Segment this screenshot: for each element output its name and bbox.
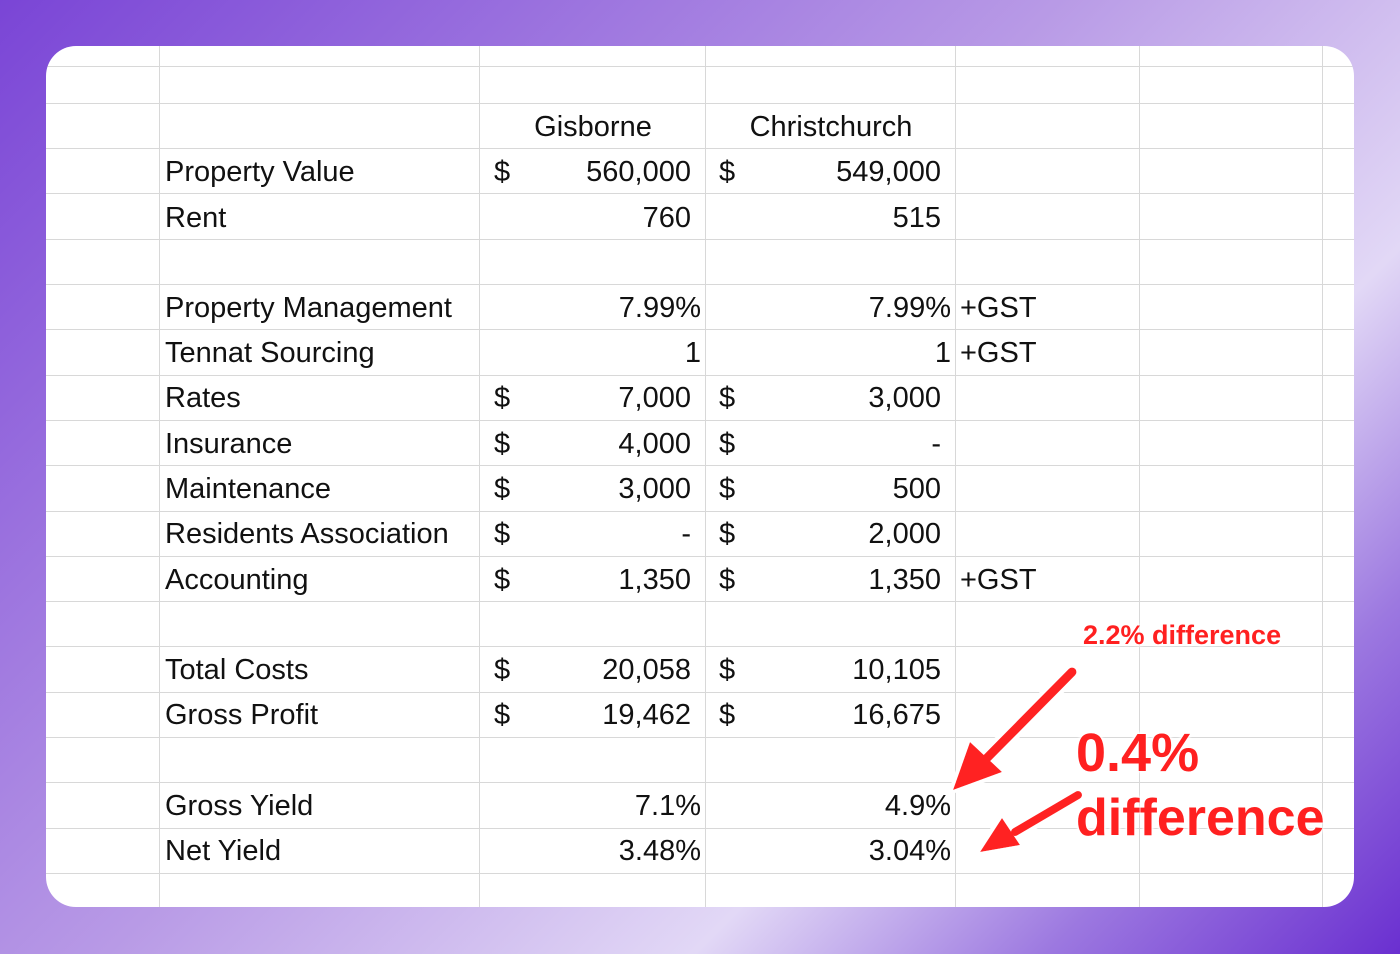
- currency-cell[interactable]: $: [719, 156, 736, 188]
- gisborne-value-cell[interactable]: 20,058: [602, 654, 691, 686]
- row-label[interactable]: Net Yield: [165, 835, 282, 867]
- row-label[interactable]: Tennat Sourcing: [165, 337, 375, 369]
- spreadsheet-card: Gisborne Christchurch Property Value $560…: [46, 46, 1354, 907]
- gisborne-value-cell[interactable]: 19,462: [602, 699, 691, 731]
- gst-note-cell[interactable]: +GST: [960, 292, 1037, 324]
- currency-cell[interactable]: $: [494, 473, 511, 505]
- column-header-gisborne[interactable]: Gisborne: [534, 111, 652, 143]
- currency-cell[interactable]: $: [719, 564, 736, 596]
- row-label[interactable]: Accounting: [165, 564, 309, 596]
- currency-cell[interactable]: $: [719, 518, 736, 550]
- currency-cell[interactable]: $: [494, 428, 511, 460]
- currency-cell[interactable]: $: [719, 699, 736, 731]
- currency-cell[interactable]: $: [494, 156, 511, 188]
- christchurch-value-cell[interactable]: 1: [934, 337, 951, 369]
- christchurch-value-cell[interactable]: -: [931, 428, 941, 460]
- currency-cell[interactable]: $: [719, 382, 736, 414]
- row-label[interactable]: Rates: [165, 382, 241, 414]
- christchurch-value-cell[interactable]: 1,350: [868, 564, 941, 596]
- gisborne-value-cell[interactable]: 3.48%: [618, 835, 701, 867]
- column-header-christchurch[interactable]: Christchurch: [749, 111, 913, 143]
- row-label[interactable]: Maintenance: [165, 473, 332, 505]
- currency-cell[interactable]: $: [494, 699, 511, 731]
- currency-cell[interactable]: $: [494, 654, 511, 686]
- gisborne-value-cell[interactable]: 3,000: [618, 473, 691, 505]
- row-label[interactable]: Gross Profit: [165, 699, 319, 731]
- currency-cell[interactable]: $: [719, 473, 736, 505]
- row-label[interactable]: Property Management: [165, 292, 452, 324]
- gisborne-value-cell[interactable]: 760: [642, 202, 691, 234]
- christchurch-value-cell[interactable]: 3.04%: [868, 835, 951, 867]
- gisborne-value-cell[interactable]: 1: [684, 337, 701, 369]
- gisborne-value-cell[interactable]: 7,000: [618, 382, 691, 414]
- gst-note-cell[interactable]: +GST: [960, 564, 1037, 596]
- gisborne-value-cell[interactable]: 7.99%: [618, 292, 701, 324]
- christchurch-value-cell[interactable]: 16,675: [852, 699, 941, 731]
- row-label[interactable]: Residents Association: [165, 518, 449, 550]
- gisborne-value-cell[interactable]: 560,000: [586, 156, 691, 188]
- gisborne-value-cell[interactable]: 1,350: [618, 564, 691, 596]
- christchurch-value-cell[interactable]: 10,105: [852, 654, 941, 686]
- row-label[interactable]: Insurance: [165, 428, 293, 460]
- row-label[interactable]: Gross Yield: [165, 790, 314, 822]
- gisborne-value-cell[interactable]: 7.1%: [634, 790, 701, 822]
- currency-cell[interactable]: $: [494, 564, 511, 596]
- currency-cell[interactable]: $: [719, 654, 736, 686]
- currency-cell[interactable]: $: [494, 382, 511, 414]
- annotation-small-difference: 2.2% difference: [1083, 620, 1282, 650]
- christchurch-value-cell[interactable]: 4.9%: [884, 790, 951, 822]
- christchurch-value-cell[interactable]: 7.99%: [868, 292, 951, 324]
- row-label[interactable]: Rent: [165, 202, 227, 234]
- christchurch-value-cell[interactable]: 515: [892, 202, 941, 234]
- christchurch-value-cell[interactable]: 549,000: [836, 156, 941, 188]
- gisborne-value-cell[interactable]: -: [681, 518, 691, 550]
- christchurch-value-cell[interactable]: 2,000: [868, 518, 941, 550]
- gisborne-value-cell[interactable]: 4,000: [618, 428, 691, 460]
- gst-note-cell[interactable]: +GST: [960, 337, 1037, 369]
- currency-cell[interactable]: $: [719, 428, 736, 460]
- row-label[interactable]: Total Costs: [165, 654, 309, 686]
- currency-cell[interactable]: $: [494, 518, 511, 550]
- christchurch-value-cell[interactable]: 3,000: [868, 382, 941, 414]
- christchurch-value-cell[interactable]: 500: [892, 473, 941, 505]
- row-label[interactable]: Property Value: [165, 156, 355, 188]
- annotation-big-difference-label: difference: [1076, 789, 1325, 847]
- annotation-big-difference-value: 0.4%: [1076, 723, 1200, 783]
